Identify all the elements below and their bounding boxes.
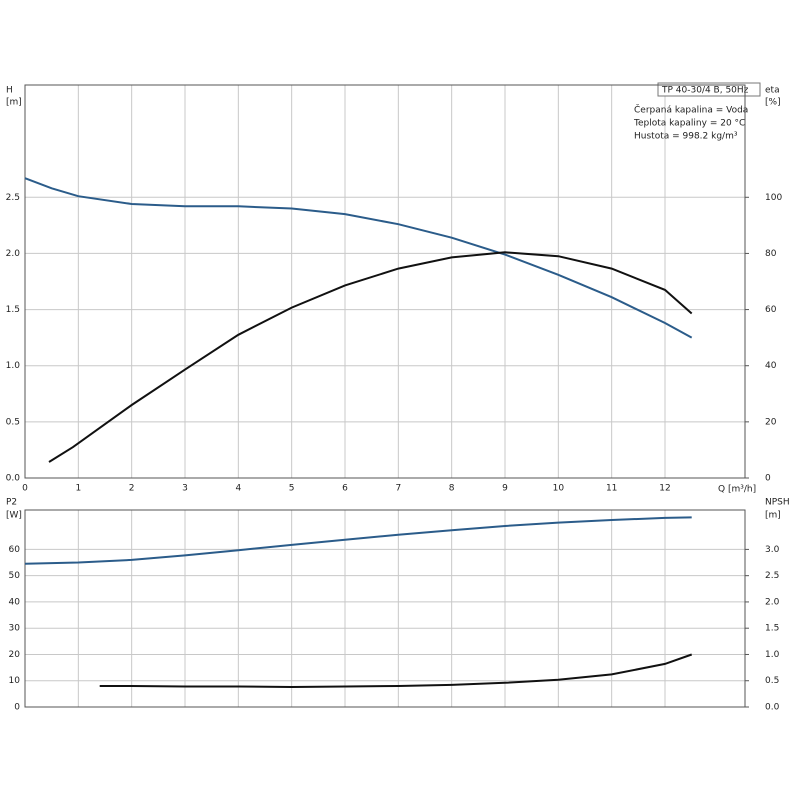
y-tick-label: 0 (14, 703, 20, 713)
x-label: Q [m³/h] (718, 485, 756, 495)
y2-tick-label: 100 (765, 193, 782, 203)
y-tick-label: 0.0 (6, 474, 21, 484)
curve (24, 516, 692, 565)
y-unit: [m] (6, 98, 22, 108)
annotation: Čerpaná kapalina = Voda (634, 104, 748, 116)
curve (24, 177, 693, 339)
y-tick-label: 40 (9, 597, 21, 607)
x-tick-label: 4 (235, 484, 241, 494)
y-tick-label: 30 (9, 624, 21, 634)
annotation: TP 40-30/4 B, 50Hz (661, 86, 749, 96)
y-tick-label: 2.0 (6, 249, 21, 259)
y-unit: [W] (6, 511, 22, 521)
x-tick-label: 0 (22, 484, 28, 494)
y-tick-label: 2.5 (6, 193, 20, 203)
y2-tick-label: 2.0 (765, 597, 780, 607)
annotation-box (657, 82, 761, 97)
x-tick-label: 11 (606, 484, 617, 494)
x-tick-label: 12 (659, 484, 670, 494)
y-tick-label: 1.0 (6, 361, 21, 371)
y2-unit: [%] (765, 98, 781, 108)
x-tick-label: 5 (289, 484, 295, 494)
annotation: Hustota = 998.2 kg/m³ (634, 132, 738, 142)
y2-tick-label: 60 (765, 305, 777, 315)
y2-tick-label: 2.5 (765, 571, 779, 581)
plot-frame (24, 509, 746, 708)
y2-tick-label: 40 (765, 361, 777, 371)
y2-tick-label: 0.0 (765, 703, 780, 713)
x-tick-label: 9 (502, 484, 508, 494)
y-tick-label: 50 (9, 571, 21, 581)
y2-label: eta (765, 86, 780, 96)
y-label: P2 (6, 498, 17, 508)
x-tick-label: 3 (182, 484, 188, 494)
annotation: Teplota kapaliny = 20 °C (633, 119, 745, 129)
curve (99, 653, 693, 689)
plot-frame (24, 84, 746, 479)
curve (48, 251, 693, 463)
y-tick-label: 1.5 (6, 305, 20, 315)
y-tick-label: 20 (9, 650, 21, 660)
y2-tick-label: 0.5 (765, 676, 779, 686)
y2-tick-label: 1.5 (765, 624, 779, 634)
x-tick-label: 8 (449, 484, 455, 494)
y-tick-label: 0.5 (6, 417, 20, 427)
y-tick-label: 10 (9, 676, 21, 686)
y2-tick-label: 80 (765, 249, 777, 259)
x-tick-label: 10 (553, 484, 565, 494)
x-tick-label: 7 (395, 484, 401, 494)
y-tick-label: 60 (9, 545, 21, 555)
x-tick-label: 1 (75, 484, 81, 494)
y2-tick-label: 20 (765, 417, 777, 427)
y-label: H (6, 86, 13, 96)
y2-tick-label: 1.0 (765, 650, 780, 660)
y2-unit: [m] (765, 511, 781, 521)
x-tick-label: 2 (129, 484, 135, 494)
y2-label: NPSH (765, 498, 790, 508)
y2-tick-label: 0 (765, 474, 771, 484)
x-tick-label: 6 (342, 484, 348, 494)
y2-tick-label: 3.0 (765, 545, 780, 555)
